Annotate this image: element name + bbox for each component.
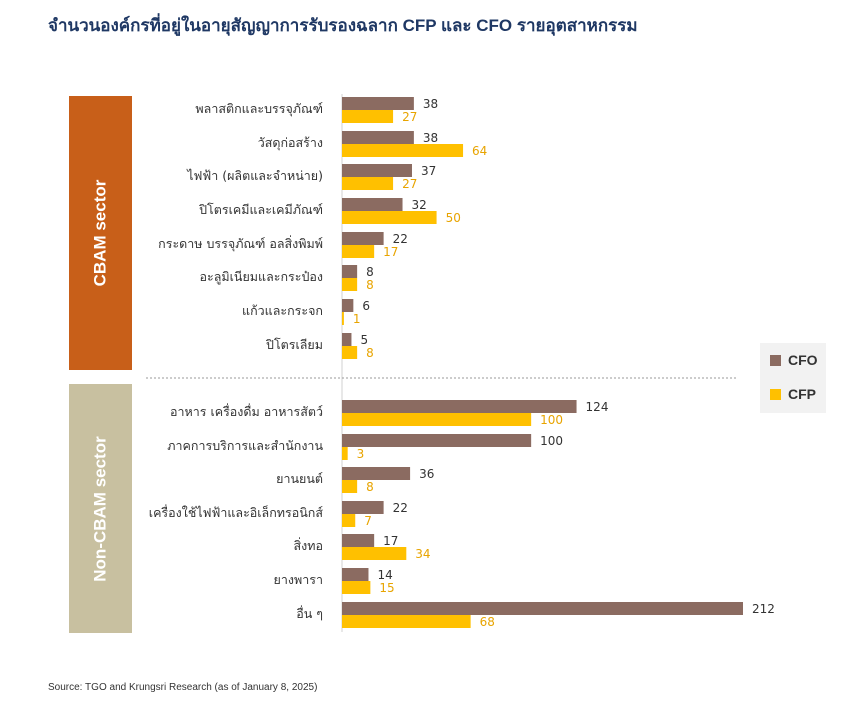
cfo-bar [342, 131, 414, 144]
category-label: ปิโตรเลียม [266, 337, 323, 352]
cfo-data-label: 37 [421, 164, 436, 178]
cfo-data-label: 212 [752, 602, 775, 616]
category-label: พลาสติกและบรรจุภัณฑ์ [195, 101, 323, 117]
category-label: กระดาษ บรรจุภัณฑ์ อลสิ่งพิมพ์ [158, 235, 323, 252]
cfp-bar [342, 278, 358, 291]
legend: CFO CFP [760, 343, 826, 413]
cfp-bar [342, 245, 375, 258]
cfo-bar [342, 164, 412, 177]
cfo-data-label: 17 [383, 534, 398, 548]
cfp-data-label: 3 [357, 447, 365, 461]
cfp-data-label: 8 [366, 346, 374, 360]
cfp-data-label: 8 [366, 278, 374, 292]
cfo-bar [342, 400, 577, 413]
cfo-data-label: 32 [412, 198, 427, 212]
cfo-bar [342, 467, 411, 480]
cfp-data-label: 7 [364, 514, 372, 528]
cfp-data-label: 100 [540, 413, 563, 427]
cfo-data-label: 8 [366, 265, 374, 279]
cfp-bar [342, 413, 532, 426]
legend-item-cfp: CFP [770, 386, 816, 402]
category-label: สิ่งทอ [294, 537, 323, 553]
category-label: อะลูมิเนียมและกระป๋อง [200, 269, 323, 285]
category-label: ปิโตรเคมีและเคมีภัณฑ์ [199, 202, 323, 217]
cfo-data-label: 5 [360, 333, 368, 347]
cfo-data-label: 100 [540, 434, 563, 448]
cfp-data-label: 68 [480, 615, 495, 629]
cfo-bar [342, 299, 354, 312]
legend-label-cfp: CFP [788, 386, 816, 402]
cfp-bar [342, 547, 407, 560]
cfo-bar [342, 232, 384, 245]
cfp-bar [342, 177, 394, 190]
cfp-bar [342, 581, 371, 594]
category-label: เครื่องใช้ไฟฟ้าและอิเล็กทรอนิกส์ [149, 504, 324, 520]
legend-item-cfo: CFO [770, 352, 818, 368]
cfp-bar [342, 144, 464, 157]
cfp-bar [342, 211, 437, 224]
category-label: อาหาร เครื่องดื่ม อาหารสัตว์ [170, 403, 323, 419]
non-cbam-sector-band: Non-CBAM sector [69, 384, 132, 633]
cfp-bar [342, 514, 356, 527]
cfo-bar [342, 97, 414, 110]
cfp-bar [342, 480, 358, 493]
cfo-bar [342, 434, 532, 447]
category-label: ไฟฟ้า (ผลิตและจำหน่าย) [186, 168, 323, 183]
category-label: ยางพารา [274, 572, 323, 587]
cfo-data-label: 38 [423, 97, 438, 111]
cfp-data-label: 1 [353, 312, 361, 326]
category-label: แก้วและกระจก [242, 303, 323, 318]
cfp-data-label: 8 [366, 480, 374, 494]
cfo-bar [342, 265, 358, 278]
legend-swatch-cfp [770, 388, 781, 400]
cfo-bar [342, 501, 384, 514]
chart-title: จำนวนองค์กรที่อยู่ในอายุสัญญาการรับรองฉล… [48, 16, 638, 35]
cfo-bar [342, 534, 375, 547]
cfo-data-label: 38 [423, 131, 438, 145]
category-label: วัสดุก่อสร้าง [258, 135, 323, 151]
cfo-data-label: 124 [586, 400, 609, 414]
cfp-bar [342, 110, 394, 123]
cfo-bar [342, 333, 352, 346]
cfo-data-label: 36 [419, 467, 434, 481]
cfp-data-label: 27 [402, 177, 417, 191]
cfo-bar [342, 602, 743, 615]
category-label: ภาคการบริการและสำนักงาน [167, 438, 323, 453]
cfo-data-label: 22 [393, 501, 408, 515]
cfp-bar [342, 346, 358, 359]
cfo-bar [342, 198, 403, 211]
legend-label-cfo: CFO [788, 352, 818, 368]
cfp-data-label: 17 [383, 245, 398, 259]
legend-swatch-cfo [770, 354, 781, 366]
cfo-bar [342, 568, 369, 581]
cbam-sector-band: CBAM sector [69, 96, 132, 370]
cfp-bar [342, 447, 348, 460]
cfp-bar [342, 615, 471, 628]
source-note: Source: TGO and Krungsri Research (as of… [48, 682, 318, 693]
cfp-data-label: 64 [472, 144, 487, 158]
cfp-data-label: 34 [415, 547, 430, 561]
cfo-data-label: 22 [393, 232, 408, 246]
cfp-bar [342, 312, 344, 325]
category-label: ยานยนต์ [276, 471, 323, 486]
cfp-data-label: 50 [446, 211, 461, 225]
category-label: อื่น ๆ [296, 605, 323, 621]
cfo-data-label: 14 [377, 568, 392, 582]
cfp-data-label: 15 [379, 581, 394, 595]
cfp-data-label: 27 [402, 110, 417, 124]
cfo-data-label: 6 [362, 299, 370, 313]
